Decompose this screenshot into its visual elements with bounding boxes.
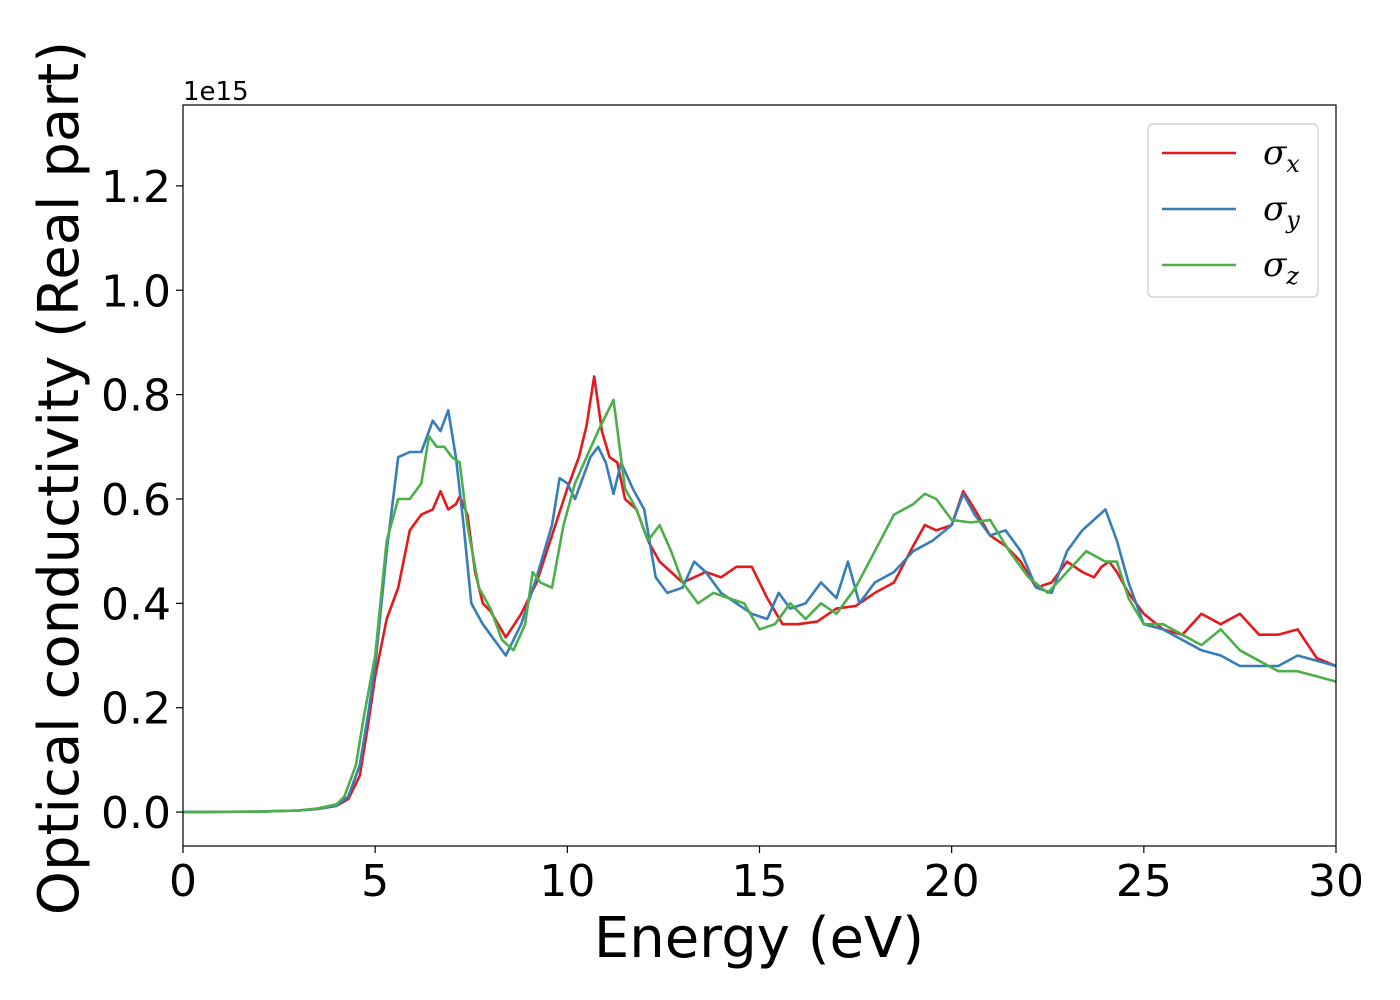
y-tick-label: 0.0: [101, 788, 171, 839]
x-tick-label: 5: [361, 856, 389, 907]
legend-label-x: σx: [1263, 133, 1300, 178]
legend-label-z: σz: [1263, 245, 1299, 290]
x-tick-label: 15: [732, 856, 788, 907]
y-tick-label: 0.6: [101, 475, 171, 526]
x-tick-label: 30: [1308, 856, 1364, 907]
plot-area: [183, 105, 1336, 846]
series-line-y: [183, 409, 1336, 814]
x-tick-label: 25: [1116, 856, 1172, 907]
x-tick-label: 0: [169, 856, 197, 907]
x-axis-label: Energy (eV): [594, 906, 924, 971]
y-tick-label: 0.2: [101, 684, 171, 735]
y-axis-offset-label: 1e15: [183, 77, 249, 107]
y-tick-label: 1.0: [101, 266, 171, 317]
legend-label-y: σy: [1263, 189, 1300, 234]
y-tick-label: 0.8: [101, 371, 171, 422]
legend-box: [1147, 123, 1319, 298]
legend: σx σy σz: [1147, 123, 1319, 298]
y-axis-ticks: 0.0 0.2 0.4 0.6 0.8 1.0 1.2: [101, 162, 183, 839]
x-tick-label: 20: [924, 856, 980, 907]
legend-items: σx σy σz: [1162, 133, 1300, 290]
x-tick-label: 10: [539, 856, 595, 907]
x-axis-ticks: 0 5 10 15 20 25 30: [169, 846, 1364, 907]
y-axis-label: Optical conductivity (Real part): [27, 41, 92, 915]
series-line-z: [183, 398, 1336, 814]
y-tick-label: 1.2: [101, 162, 171, 213]
series-lines: [183, 375, 1336, 814]
y-tick-label: 0.4: [101, 579, 171, 630]
